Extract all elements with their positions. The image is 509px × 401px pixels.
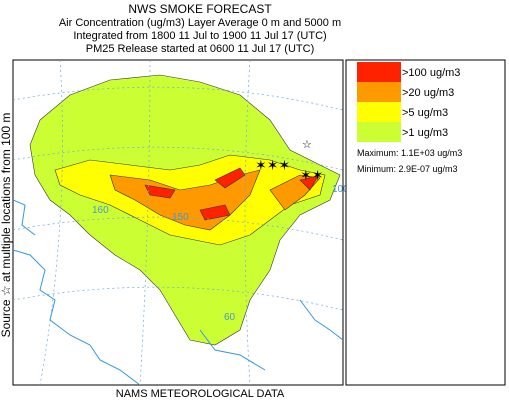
legend-swatch: [357, 102, 401, 122]
graticule: [13, 60, 343, 385]
map: ✶✶✶ ✶✶ ☆ 150 160 100 60: [12, 59, 349, 386]
title: NWS SMOKE FORECAST: [128, 2, 272, 16]
legend-swatch: [357, 82, 401, 102]
contour-label: 160: [92, 205, 109, 216]
smoke-very-high: [144, 167, 319, 221]
subtitle: Integrated from 1800 11 Jul to 1900 11 J…: [73, 30, 326, 42]
legend-label: >20 ug/m3: [402, 87, 454, 99]
contour-label: 60: [224, 312, 236, 323]
legend: Maximum: 1.1E+03 ug/m3 Minimum: 2.9E-07 …: [345, 59, 506, 386]
source-markers: ✶✶: [300, 167, 323, 183]
source-markers: ✶✶✶: [255, 157, 290, 173]
maximum: Maximum: 1.1E+03 ug/m3: [357, 148, 462, 158]
footer: NAMS METEOROLOGICAL DATA: [116, 388, 285, 400]
legend-swatch: [357, 122, 401, 142]
subtitle: PM25 Release started at 0600 11 Jul 17 (…: [86, 43, 314, 55]
side-label: Source ☆ at multiple locations from 100 …: [0, 113, 13, 338]
coastline: [13, 199, 343, 385]
legend-label: >5 ug/m3: [402, 107, 448, 119]
contour-label: 100: [332, 184, 349, 195]
legend-label: >100 ug/m3: [402, 67, 460, 79]
legend-swatch: [357, 62, 401, 82]
legend-label: >1 ug/m3: [402, 127, 448, 139]
minimum: Minimum: 2.9E-07 ug/m3: [357, 164, 458, 174]
contour-label: 150: [172, 212, 189, 223]
smoke-high: [109, 169, 321, 231]
source-star: ☆: [302, 139, 312, 151]
subtitle: Air Concentration (ug/m3) Layer Average …: [59, 17, 341, 29]
